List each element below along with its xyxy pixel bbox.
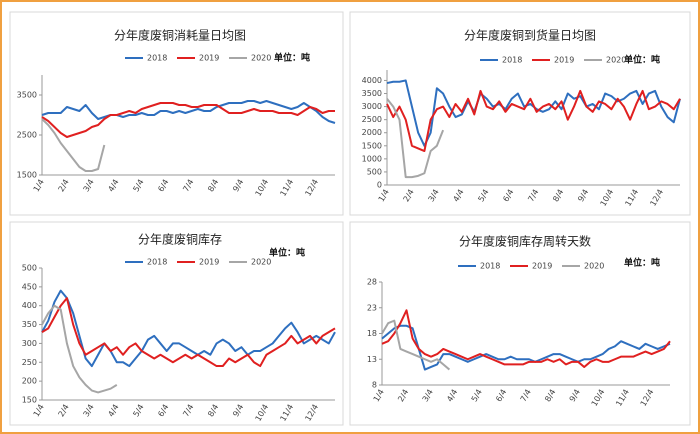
y-tick-label: 8 [372,381,377,390]
panel [9,221,344,426]
y-tick-label: 2500 [17,131,37,140]
y-tick-label: 2000 [362,128,382,137]
y-tick-label: 500 [22,264,37,273]
series-line [41,289,336,368]
y-tick-label: 300 [22,339,37,348]
y-tick-label: 3000 [362,102,382,111]
y-tick-label: 1500 [362,141,382,150]
legend-label: 2019 [532,262,552,271]
y-tick-label: 2500 [362,115,382,124]
legend-label: 2019 [199,258,219,267]
y-tick-label: 3500 [17,91,37,100]
legend-label: 2020 [251,258,271,267]
legend-label: 2020 [606,56,626,65]
unit-label: 单位：吨 [274,52,310,64]
y-tick-label: 350 [22,320,37,329]
series-line [381,324,671,371]
series-line [41,304,118,394]
chart-title: 分年度废铜消耗量日均图 [114,28,246,43]
series-line [41,102,335,138]
y-tick-label: 250 [22,358,37,367]
y-tick-label: 4000 [362,76,382,85]
legend-label: 2019 [554,56,574,65]
y-tick-label: 0 [377,181,382,190]
series-line [381,309,671,368]
y-tick-label: 3500 [362,89,382,98]
legend-label: 2018 [147,258,167,267]
chart-title: 分年度废铜库存 [138,232,222,247]
unit-label: 单位：吨 [269,247,305,259]
panel [349,221,691,426]
y-tick-label: 450 [22,282,37,291]
legend-label: 2020 [251,54,271,63]
y-tick-label: 28 [367,278,377,287]
legend-label: 2020 [584,262,604,271]
series-line [381,319,451,371]
unit-label: 单位：吨 [624,54,660,66]
legend-label: 2018 [480,262,500,271]
y-tick-label: 1000 [362,154,382,163]
y-tick-label: 23 [367,303,377,312]
unit-label: 单位：吨 [624,257,660,269]
y-tick-label: 13 [367,355,377,364]
y-tick-label: 1500 [17,171,37,180]
y-tick-label: 400 [22,301,37,310]
chart-title: 分年度废铜库存周转天数 [459,234,591,249]
series-line [41,100,336,124]
series-line [386,89,681,153]
y-tick-label: 150 [22,396,37,405]
series-line [41,297,336,368]
y-tick-label: 200 [22,377,37,386]
series-line [386,98,445,179]
y-tick-label: 18 [367,329,377,338]
y-tick-label: 500 [367,167,382,176]
series-line [41,118,106,172]
chart-title: 分年度废铜到货量日均图 [464,28,596,43]
legend-label: 2018 [147,54,167,63]
legend-label: 2019 [199,54,219,63]
legend-label: 2018 [502,56,522,65]
